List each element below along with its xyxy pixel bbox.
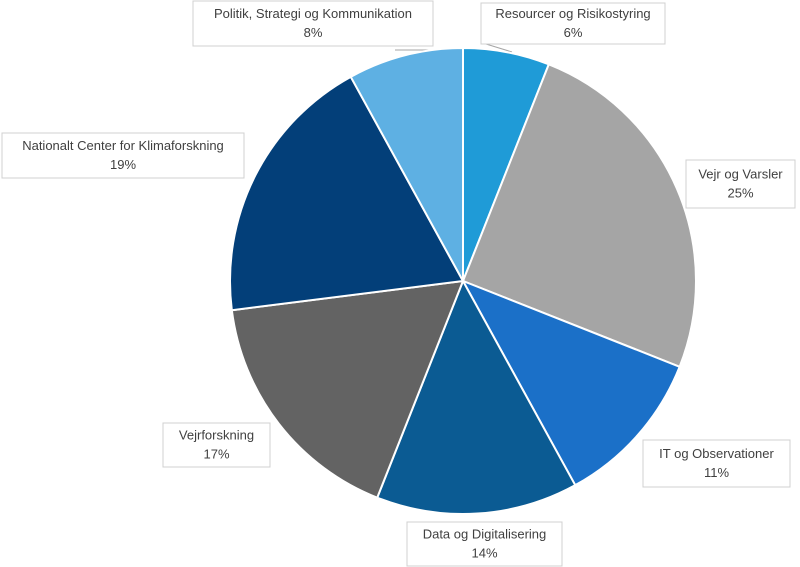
value-label: 25% — [727, 185, 753, 200]
label-box — [406, 521, 563, 567]
pie-slice — [229, 75, 465, 312]
category-label: IT og Observationer — [659, 446, 774, 461]
pie-slice — [375, 278, 577, 515]
category-label: Vejr og Varsler — [698, 166, 783, 181]
pie-slice — [460, 279, 681, 487]
value-label: 8% — [304, 25, 323, 40]
value-label: 6% — [564, 25, 583, 40]
category-label: Nationalt Center for Klimaforskning — [22, 138, 224, 153]
category-label: Resourcer og Risikostyring — [495, 6, 650, 21]
category-label: Vejrforskning — [179, 427, 254, 442]
value-label: 17% — [203, 446, 229, 461]
value-label: 19% — [110, 157, 136, 172]
category-label: Data og Digitalisering — [423, 526, 547, 541]
label-box — [685, 159, 796, 209]
pie-slice — [461, 63, 697, 369]
value-label: 14% — [471, 545, 497, 560]
label-box — [480, 2, 666, 45]
leader-line — [485, 43, 513, 53]
category-label: Politik, Strategi og Kommunikation — [214, 6, 412, 21]
pie-slice — [230, 279, 465, 499]
value-label: 11% — [704, 465, 729, 480]
label-box — [642, 439, 791, 488]
label-box — [162, 422, 271, 468]
pie-slice — [349, 46, 464, 282]
label-box — [192, 0, 434, 47]
label-box — [1, 132, 245, 179]
